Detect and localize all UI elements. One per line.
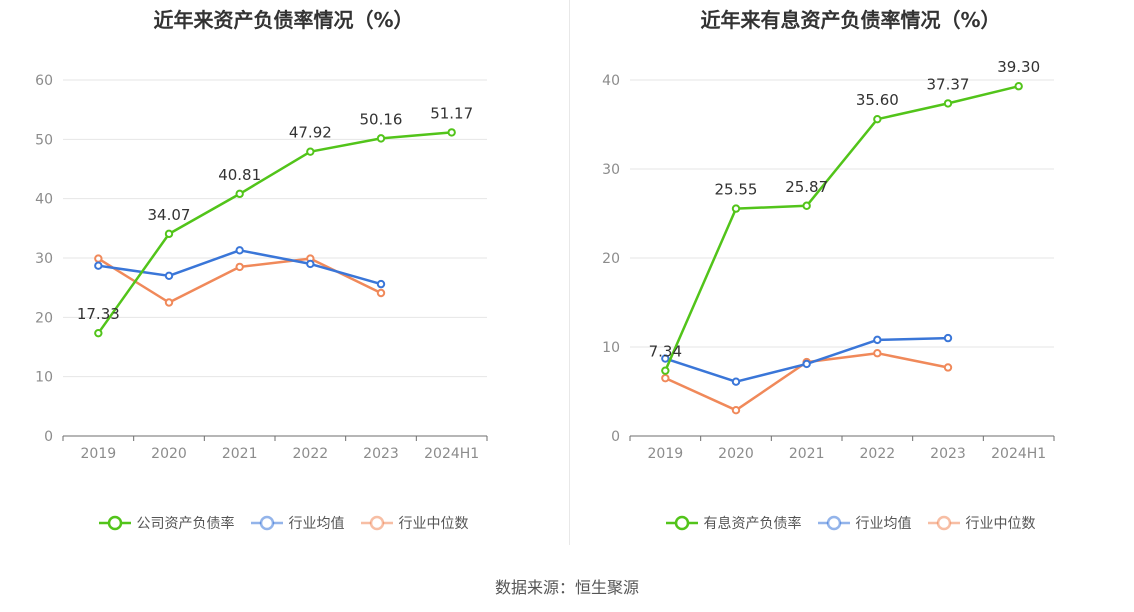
data-point [943, 363, 953, 372]
y-tick-label: 30 [35, 251, 53, 267]
data-label: 50.16 [360, 110, 403, 128]
legend-marker-icon [817, 515, 850, 531]
x-tick-label: 2023 [930, 446, 966, 462]
data-point [943, 333, 953, 343]
chart-legend: 公司资产负债率 行业均值 行业中位数 [0, 511, 567, 535]
legend-item[interactable]: 有息资产负债率 [665, 513, 802, 533]
legend-marker-icon [98, 515, 131, 531]
x-tick-label: 2021 [222, 446, 258, 462]
data-label: 37.37 [927, 75, 970, 93]
y-tick-label: 40 [35, 192, 53, 208]
data-point [802, 359, 811, 369]
series-line [97, 131, 452, 334]
x-tick-label: 2019 [81, 446, 117, 462]
y-tick-label: 10 [35, 370, 53, 386]
data-label: 47.92 [289, 124, 332, 142]
data-point [943, 99, 953, 108]
x-tick-label: 2022 [860, 446, 896, 462]
x-tick-label: 2022 [293, 446, 329, 462]
data-point [164, 298, 174, 307]
data-label: 35.60 [856, 91, 899, 109]
data-point [94, 254, 103, 263]
data-point [731, 377, 741, 386]
data-label: 39.30 [997, 58, 1040, 76]
data-label: 25.87 [785, 178, 828, 196]
data-point [376, 134, 386, 143]
data-point [376, 288, 386, 298]
data-label: 25.55 [715, 181, 758, 199]
legend-marker-icon [250, 515, 283, 531]
legend-marker-icon [665, 515, 698, 531]
x-tick-label: 2023 [363, 446, 399, 462]
x-tick-label: 2024H1 [991, 446, 1046, 462]
legend-label: 行业中位数 [398, 516, 469, 532]
data-point [235, 189, 244, 199]
y-tick-label: 0 [611, 429, 620, 445]
data-point [164, 271, 174, 280]
data-point [94, 261, 103, 270]
data-point [873, 114, 882, 124]
panel-divider [569, 0, 570, 545]
y-tick-label: 0 [44, 429, 53, 445]
y-tick-label: 50 [35, 132, 53, 148]
legend-label: 有息资产负债率 [703, 516, 802, 532]
legend-item[interactable]: 行业均值 [250, 513, 345, 533]
chart-panel-right: 近年来有息资产负债率情况（%） 0 10 20 30 40 2019 2020 2021 202… [567, 0, 1134, 560]
data-point [661, 373, 670, 383]
data-point [376, 279, 386, 289]
data-point [164, 229, 174, 239]
data-label: 51.17 [430, 104, 473, 122]
data-point [306, 259, 315, 269]
legend-item[interactable]: 公司资产负债率 [98, 513, 235, 533]
line-chart: 0 10 20 30 40 50 60 2019 2020 2021 2022 2023 2024H1 1… [35, 73, 488, 462]
x-tick-label: 2021 [789, 446, 825, 462]
legend-label: 行业均值 [288, 516, 345, 532]
x-tick-label: 2024H1 [424, 446, 479, 462]
y-tick-label: 20 [602, 251, 620, 267]
data-source-note: 数据来源：恒生聚源 [494, 578, 639, 597]
data-point [306, 147, 315, 156]
chart-panel-left: 近年来资产负债率情况（%） 0 10 20 30 40 50 60 2019 2020 2021 2… [0, 0, 567, 560]
data-point [661, 366, 670, 375]
legend-item[interactable]: 行业中位数 [360, 513, 469, 533]
data-point [447, 128, 456, 137]
data-point [873, 335, 882, 345]
y-tick-label: 20 [35, 310, 53, 326]
data-point [235, 262, 244, 272]
data-point [731, 405, 741, 415]
data-point [1014, 82, 1023, 91]
x-tick-label: 2020 [151, 446, 187, 462]
legend-marker-icon [360, 515, 393, 531]
series-line [664, 84, 1019, 372]
legend-label: 行业均值 [855, 516, 912, 532]
chart-title: 近年来有息资产负债率情况（%） [700, 8, 1001, 32]
y-tick-label: 30 [602, 162, 620, 178]
chart-legend: 有息资产负债率 行业均值 行业中位数 [567, 511, 1134, 535]
y-tick-label: 10 [602, 340, 620, 356]
x-tick-label: 2020 [718, 446, 754, 462]
data-point [235, 246, 244, 255]
data-point [94, 328, 103, 338]
data-label: 40.81 [218, 166, 261, 184]
data-label: 34.07 [148, 206, 191, 224]
chart-title: 近年来资产负债率情况（%） [153, 8, 414, 32]
legend-item[interactable]: 行业中位数 [927, 513, 1036, 533]
data-point [873, 349, 882, 358]
line-chart: 0 10 20 30 40 2019 2020 2021 2022 2023 2024H1 7.34 2… [602, 58, 1055, 462]
legend-label: 行业中位数 [965, 516, 1036, 532]
data-label: 17.33 [77, 305, 120, 323]
data-point [802, 201, 811, 210]
x-tick-label: 2019 [648, 446, 684, 462]
data-label: 7.34 [649, 343, 682, 361]
y-tick-label: 60 [35, 73, 53, 89]
data-point [661, 354, 670, 363]
data-point [731, 204, 741, 213]
legend-marker-icon [927, 515, 960, 531]
legend-item[interactable]: 行业均值 [817, 513, 912, 533]
y-tick-label: 40 [602, 73, 620, 89]
legend-label: 公司资产负债率 [136, 516, 235, 532]
